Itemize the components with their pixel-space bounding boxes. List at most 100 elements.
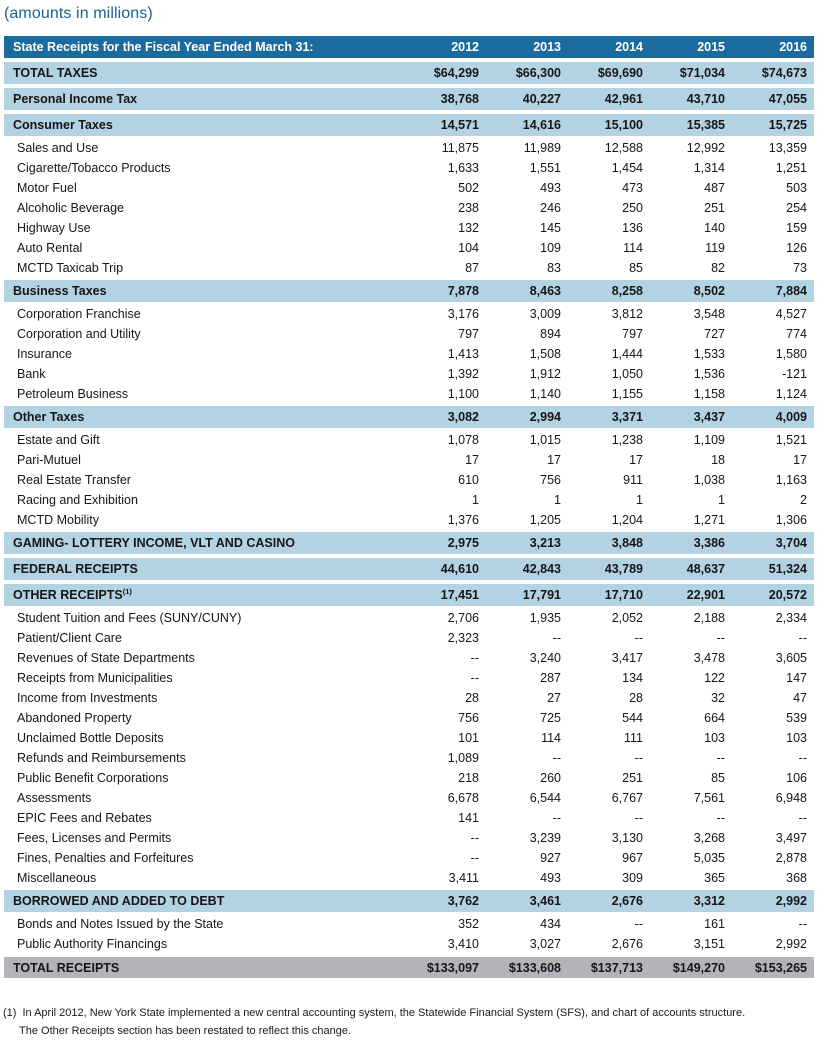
table-row: Public Benefit Corporations 218 260 251 85 10… xyxy=(4,768,814,788)
row-value: 1,271 xyxy=(693,513,725,527)
row-value: 3,461 xyxy=(529,894,561,908)
row-label: Student Tuition and Fees (SUNY/CUNY) xyxy=(17,611,242,625)
row-label: Other Taxes xyxy=(13,410,85,424)
row-value: 1,158 xyxy=(693,387,725,401)
row-value: $133,097 xyxy=(426,960,479,975)
row-value: 15,385 xyxy=(686,118,725,132)
table-row: Unclaimed Bottle Deposits 101 114 111 103 103 xyxy=(4,728,814,748)
row-value: -121 xyxy=(781,367,807,381)
table-row: MCTD Taxicab Trip 87 83 85 82 73 xyxy=(4,258,814,278)
row-value: 85 xyxy=(629,261,643,275)
row-label: Alcoholic Beverage xyxy=(17,201,125,215)
row-value: 8,502 xyxy=(693,284,725,298)
row-label: Miscellaneous xyxy=(17,871,97,885)
row-value: 119 xyxy=(705,241,725,255)
table-row: Auto Rental 104 109 114 119 126 xyxy=(4,238,814,258)
table-row: Patient/Client Care 2,323 -- -- -- -- xyxy=(4,628,814,648)
row-value: 2,706 xyxy=(447,611,479,625)
row-value: 27 xyxy=(547,691,561,705)
row-label: Refunds and Reimbursements xyxy=(17,751,186,765)
row-value: 727 xyxy=(704,327,725,341)
row-value: -- xyxy=(798,811,807,825)
row-value: 6,948 xyxy=(775,791,807,805)
row-value: $71,034 xyxy=(679,66,725,80)
row-label: Fines, Penalties and Forfeitures xyxy=(17,851,194,865)
row-label: Public Authority Financings xyxy=(17,937,168,951)
row-value: $69,690 xyxy=(597,66,643,80)
row-value: 2,052 xyxy=(611,611,643,625)
row-label: Insurance xyxy=(17,347,72,361)
row-value: -- xyxy=(798,631,807,645)
row-value: 1,392 xyxy=(447,367,479,381)
row-value: 246 xyxy=(540,201,561,215)
row-value: 3,848 xyxy=(611,536,643,550)
row-value: 103 xyxy=(704,731,725,745)
row-label: Estate and Gift xyxy=(17,433,100,447)
row-value: 3,417 xyxy=(611,651,643,665)
row-value: 8,463 xyxy=(529,284,561,298)
row-value: 1,633 xyxy=(447,161,479,175)
row-value: 1 xyxy=(636,493,643,507)
row-label: Corporation and Utility xyxy=(17,327,141,341)
row-value: 664 xyxy=(704,711,725,725)
row-value: 38,768 xyxy=(440,92,479,106)
row-value: 1,155 xyxy=(611,387,643,401)
row-value: 3,704 xyxy=(775,536,807,550)
row-value: 1,100 xyxy=(447,387,479,401)
table-row: Consumer Taxes 14,571 14,616 15,100 15,385 15… xyxy=(4,112,814,138)
table-row: FEDERAL RECEIPTS 44,610 42,843 43,789 48,637… xyxy=(4,556,814,582)
row-value: 352 xyxy=(458,917,479,931)
row-value: 434 xyxy=(540,917,561,931)
row-value: 111 xyxy=(623,731,643,745)
row-value: 251 xyxy=(622,771,643,785)
row-value: 3,130 xyxy=(611,831,643,845)
row-value: 797 xyxy=(458,327,479,341)
row-label: Pari-Mutuel xyxy=(17,453,81,467)
row-value: 22,901 xyxy=(686,588,725,602)
row-value: 1,205 xyxy=(529,513,561,527)
row-value: 1,078 xyxy=(447,433,479,447)
table-row: Fines, Penalties and Forfeitures -- 927 967… xyxy=(4,848,814,868)
row-value: 3,437 xyxy=(693,410,725,424)
table-row: Estate and Gift 1,078 1,015 1,238 1,109 1,521 xyxy=(4,430,814,450)
row-value: 1,089 xyxy=(447,751,479,765)
row-value: 1,204 xyxy=(611,513,643,527)
amounts-in-millions-note: (amounts in millions) xyxy=(4,5,153,22)
row-value: -- xyxy=(716,811,725,825)
row-value: 12,588 xyxy=(604,141,643,155)
row-value: 1,038 xyxy=(693,473,725,487)
row-value: -- xyxy=(552,751,561,765)
table-row: Bank 1,392 1,912 1,050 1,536 -121 xyxy=(4,364,814,384)
row-value: 3,411 xyxy=(448,871,479,885)
row-value: -- xyxy=(634,811,643,825)
row-value: 756 xyxy=(540,473,561,487)
row-value: 18 xyxy=(711,453,725,467)
row-value: 927 xyxy=(540,851,561,865)
row-value: 132 xyxy=(458,221,479,235)
row-value: 43,710 xyxy=(686,92,725,106)
row-value: 1,521 xyxy=(775,433,807,447)
row-value: 6,544 xyxy=(529,791,561,805)
row-label: TOTAL TAXES xyxy=(13,66,98,80)
row-label: Petroleum Business xyxy=(17,387,129,401)
row-value: 114 xyxy=(541,731,561,745)
row-value: 40,227 xyxy=(522,92,561,106)
row-value: 1,238 xyxy=(611,433,643,447)
row-value: -- xyxy=(552,631,561,645)
row-value: 260 xyxy=(540,771,561,785)
row-label: Bonds and Notes Issued by the State xyxy=(17,917,224,931)
table-row: Insurance 1,413 1,508 1,444 1,533 1,580 xyxy=(4,344,814,364)
row-value: 487 xyxy=(704,181,725,195)
row-value: 14,616 xyxy=(522,118,561,132)
row-value: 250 xyxy=(622,201,643,215)
footnote-line-1: (1) In April 2012, New York State impleme… xyxy=(3,1004,818,1022)
row-value: 17,451 xyxy=(440,588,479,602)
row-label: Motor Fuel xyxy=(17,181,77,195)
table-row: Petroleum Business 1,100 1,140 1,155 1,158 1,… xyxy=(4,384,814,404)
row-value: 5,035 xyxy=(693,851,725,865)
table-row: Corporation Franchise 3,176 3,009 3,812 3,54… xyxy=(4,304,814,324)
row-value: 3,082 xyxy=(447,410,479,424)
year-column-header: 2014 xyxy=(615,40,643,54)
row-value: 1,015 xyxy=(529,433,561,447)
table-row: Highway Use 132 145 136 140 159 xyxy=(4,218,814,238)
